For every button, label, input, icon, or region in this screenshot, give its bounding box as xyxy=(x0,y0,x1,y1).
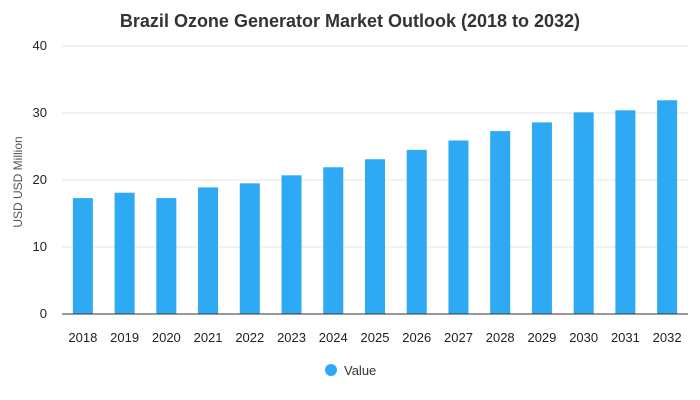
y-tick-label: 10 xyxy=(33,239,47,254)
y-tick-labels: 0 10 20 30 40 xyxy=(33,38,47,321)
y-axis-label: USD USD Million xyxy=(11,136,25,227)
legend-label-value: Value xyxy=(344,363,376,378)
x-tick-label: 2023 xyxy=(277,330,306,345)
y-tick-label: 0 xyxy=(40,306,47,321)
x-tick-label: 2021 xyxy=(194,330,223,345)
bar-2019[interactable] xyxy=(114,192,135,314)
x-tick-labels: 2018 2019 2020 2021 2022 2023 2024 2025 2026 2027… xyxy=(68,330,681,345)
bar-2018[interactable] xyxy=(72,198,93,314)
bar-2023[interactable] xyxy=(281,175,302,314)
x-tick-label: 2022 xyxy=(235,330,264,345)
x-tick-label: 2028 xyxy=(486,330,515,345)
bar-2028[interactable] xyxy=(490,131,511,314)
x-tick-label: 2032 xyxy=(653,330,682,345)
x-tick-label: 2019 xyxy=(110,330,139,345)
legend-marker-value xyxy=(325,364,337,376)
bar-2032[interactable] xyxy=(657,100,678,315)
bar-2031[interactable] xyxy=(615,110,636,314)
legend[interactable]: Value xyxy=(325,363,376,378)
bars xyxy=(72,100,678,315)
x-tick-label: 2025 xyxy=(361,330,390,345)
x-tick-label: 2029 xyxy=(527,330,556,345)
bar-2030[interactable] xyxy=(573,112,594,314)
y-tick-label: 30 xyxy=(33,105,47,120)
bar-2029[interactable] xyxy=(531,122,552,314)
x-tick-label: 2018 xyxy=(68,330,97,345)
x-tick-label: 2024 xyxy=(319,330,348,345)
bar-2025[interactable] xyxy=(364,159,386,314)
y-tick-label: 20 xyxy=(33,172,47,187)
bar-2021[interactable] xyxy=(198,187,219,314)
x-tick-label: 2020 xyxy=(152,330,181,345)
chart-title: Brazil Ozone Generator Market Outlook (2… xyxy=(120,11,580,31)
bar-2022[interactable] xyxy=(239,183,260,314)
x-tick-label: 2027 xyxy=(444,330,473,345)
bar-2026[interactable] xyxy=(406,149,427,314)
x-tick-label: 2031 xyxy=(611,330,640,345)
y-tick-label: 40 xyxy=(33,38,47,53)
bar-2027[interactable] xyxy=(448,140,469,314)
x-tick-label: 2030 xyxy=(569,330,598,345)
bar-2024[interactable] xyxy=(323,167,344,314)
x-tick-label: 2026 xyxy=(402,330,431,345)
bar-2020[interactable] xyxy=(156,198,177,314)
